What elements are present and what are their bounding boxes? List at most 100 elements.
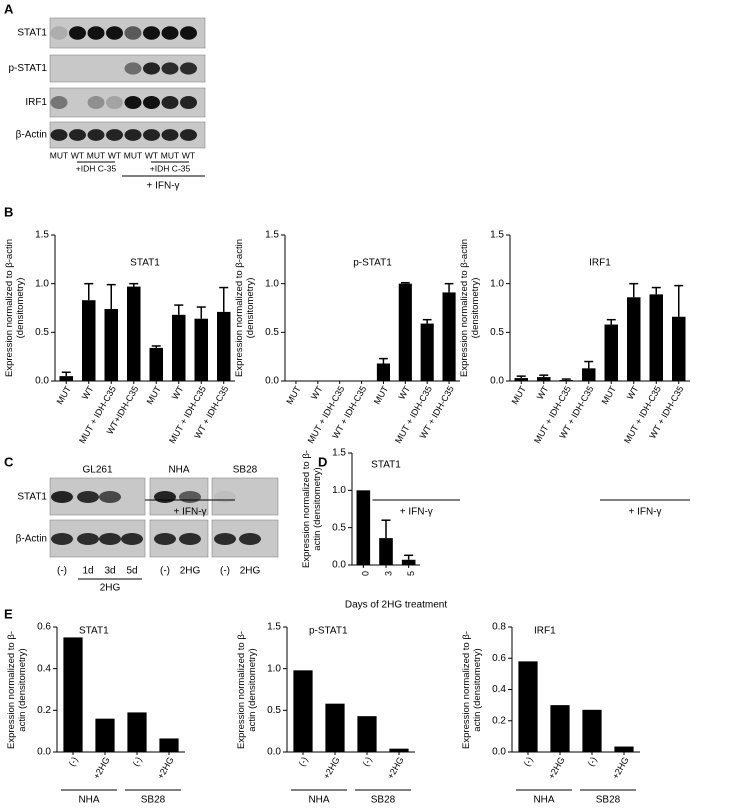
x-tick-label: (-) bbox=[297, 755, 310, 768]
blot-group-label: NHA bbox=[168, 465, 189, 476]
x-tick-label: WT bbox=[170, 384, 186, 402]
bar bbox=[518, 661, 538, 752]
blot-band bbox=[99, 533, 121, 545]
blot-band bbox=[179, 533, 201, 545]
blot-band bbox=[69, 26, 86, 40]
lane-label: WT bbox=[108, 150, 121, 160]
blot-band bbox=[51, 533, 73, 545]
panel-label: E bbox=[4, 606, 13, 621]
blot-band bbox=[180, 26, 197, 40]
x-tick-label: MUT bbox=[284, 384, 303, 406]
y-tick-label: 1.5 bbox=[267, 622, 281, 633]
lane-label: 5d bbox=[126, 566, 137, 577]
blot-band bbox=[87, 129, 105, 141]
bar bbox=[649, 294, 663, 381]
x-tick-label: (-) bbox=[586, 755, 599, 768]
blot-band bbox=[161, 26, 179, 40]
blot-band bbox=[143, 62, 160, 75]
x-tick-label: MUT bbox=[145, 384, 164, 406]
lane-label: WT bbox=[145, 150, 158, 160]
blot-band bbox=[214, 533, 236, 545]
bar bbox=[604, 324, 618, 381]
lane-label: MUT bbox=[87, 150, 105, 160]
x-tick-label: MUT bbox=[55, 384, 74, 406]
blot-band bbox=[50, 26, 68, 40]
y-axis-label: Expression normalized to β-actin (densit… bbox=[461, 630, 483, 749]
lane-label: 2HG bbox=[240, 566, 261, 577]
bar bbox=[293, 670, 313, 752]
group-label: NHA bbox=[78, 795, 99, 806]
lane-label: MUT bbox=[124, 150, 142, 160]
blot-band bbox=[121, 533, 143, 545]
y-tick-label: 1.5 bbox=[265, 230, 279, 241]
y-tick-label: 0.4 bbox=[37, 663, 51, 674]
x-tick-label: +2HG bbox=[546, 755, 567, 781]
blot-band bbox=[154, 533, 176, 545]
x-tick-label: +2HG bbox=[155, 755, 176, 781]
lane-label: MUT bbox=[50, 150, 68, 160]
y-tick-label: 0.5 bbox=[265, 327, 279, 338]
blot-band bbox=[124, 26, 142, 40]
group-label: SB28 bbox=[141, 795, 166, 806]
blot-band bbox=[106, 95, 123, 110]
group-label: NHA bbox=[308, 795, 329, 806]
bar bbox=[514, 378, 528, 381]
bar bbox=[104, 308, 118, 381]
y-tick-label: 1.5 bbox=[35, 230, 49, 241]
y-tick-label: 0.5 bbox=[490, 327, 504, 338]
bar bbox=[149, 347, 163, 381]
bar bbox=[217, 311, 231, 381]
group-label: + IFN-γ bbox=[628, 507, 661, 518]
bar bbox=[582, 709, 602, 752]
blot-band bbox=[161, 95, 179, 110]
chart-title: STAT1 bbox=[79, 626, 109, 637]
y-tick-label: 1.0 bbox=[35, 278, 49, 289]
blot-band bbox=[106, 26, 123, 40]
blot-band bbox=[50, 129, 68, 141]
bar bbox=[356, 490, 371, 565]
y-tick-label: 0.5 bbox=[35, 327, 49, 338]
y-tick-label: 0.0 bbox=[490, 376, 504, 387]
x-tick-label: WT bbox=[625, 384, 641, 402]
y-tick-label: 1.5 bbox=[490, 230, 504, 241]
blot-band bbox=[143, 26, 160, 40]
y-tick-label: 0.4 bbox=[492, 684, 506, 695]
y-axis-label: Expression normalized to β-actin (densit… bbox=[236, 630, 258, 749]
x-tick-label: MUT bbox=[510, 384, 529, 406]
bar bbox=[379, 538, 393, 565]
x-tick-label: MUT bbox=[600, 384, 619, 406]
bar bbox=[376, 363, 390, 381]
chart-title: p-STAT1 bbox=[309, 626, 348, 637]
lane-label: WT bbox=[182, 150, 195, 160]
subgroup-label: +IDH C-35 bbox=[150, 163, 191, 173]
panel-label: B bbox=[4, 204, 13, 219]
blot-band bbox=[77, 533, 99, 545]
blot-band bbox=[69, 129, 86, 141]
x-tick-label: (-) bbox=[67, 755, 80, 768]
y-tick-label: 0.6 bbox=[37, 622, 51, 633]
blot-row-label: IRF1 bbox=[25, 97, 47, 108]
bar bbox=[59, 376, 73, 381]
y-axis-label: Expression normalized to β-actin (densit… bbox=[6, 630, 28, 749]
bar bbox=[401, 559, 416, 565]
blot-band bbox=[180, 129, 197, 141]
y-tick-label: 0.0 bbox=[35, 376, 49, 387]
chart-title: IRF1 bbox=[589, 258, 611, 269]
y-axis-label: Expression normalized to β-actin (densit… bbox=[301, 450, 323, 568]
lane-label: MUT bbox=[161, 150, 179, 160]
chart-title: STAT1 bbox=[130, 258, 160, 269]
lane-label: (-) bbox=[160, 566, 170, 577]
blot-band bbox=[87, 26, 105, 40]
bar bbox=[194, 318, 208, 381]
bar bbox=[63, 637, 83, 752]
bar bbox=[582, 368, 596, 381]
blot-band bbox=[106, 129, 123, 141]
y-tick-label: 1.0 bbox=[265, 278, 279, 289]
x-tick-label: (-) bbox=[522, 755, 535, 768]
y-tick-label: 1.0 bbox=[267, 663, 281, 674]
bar bbox=[537, 377, 551, 381]
x-tick-label: +2HG bbox=[321, 755, 342, 781]
blot-band bbox=[161, 62, 179, 75]
panel-label: C bbox=[4, 454, 14, 469]
